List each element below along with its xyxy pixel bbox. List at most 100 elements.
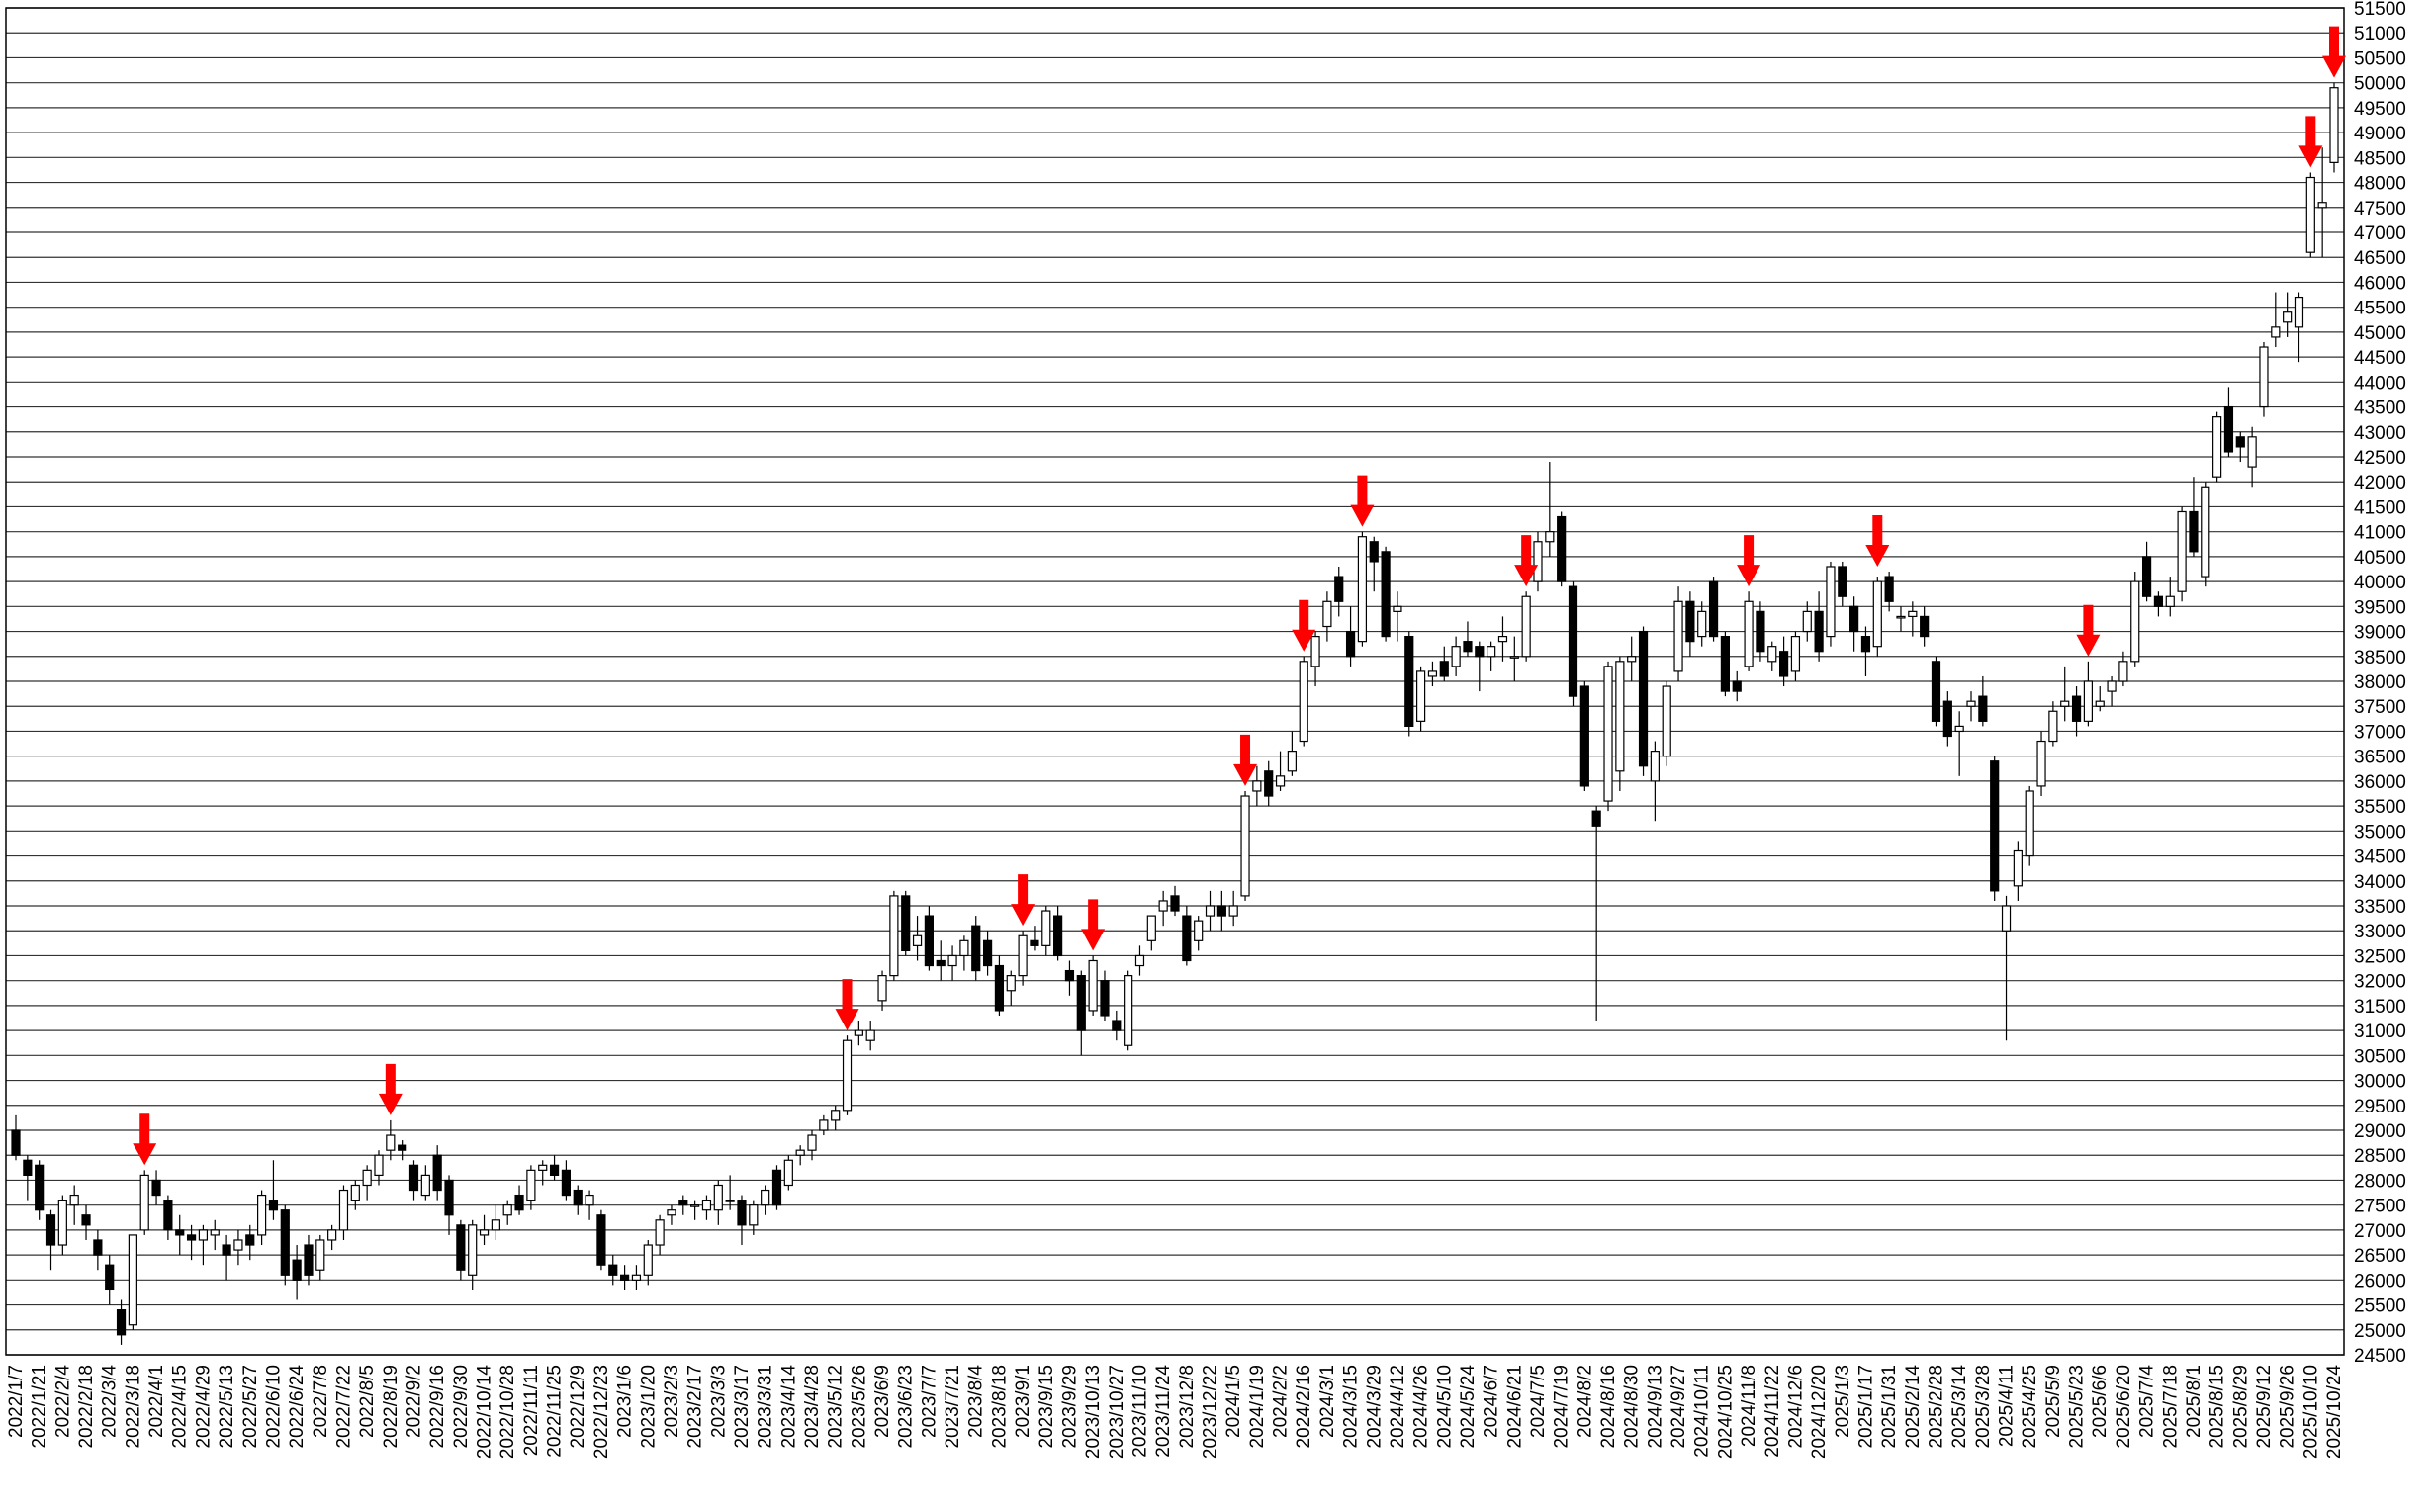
x-tick-label: 2024/11/22 bbox=[1762, 1365, 1783, 1458]
candle-body bbox=[1920, 615, 1930, 638]
x-tick-label: 2022/7/8 bbox=[311, 1365, 331, 1438]
y-tick-label: 37000 bbox=[2354, 722, 2406, 743]
candle-body bbox=[1381, 551, 1391, 638]
x-tick-label: 2024/12/20 bbox=[1809, 1365, 1830, 1459]
y-tick-label: 35000 bbox=[2354, 822, 2406, 843]
candle-body bbox=[655, 1219, 665, 1246]
x-tick-label: 2025/5/23 bbox=[2067, 1365, 2088, 1449]
x-tick-label: 2024/3/1 bbox=[1317, 1365, 1338, 1438]
x-tick-label: 2023/11/24 bbox=[1153, 1365, 1174, 1458]
y-tick-label: 33500 bbox=[2354, 897, 2406, 918]
candle-body bbox=[1275, 775, 1286, 787]
candle-body bbox=[561, 1169, 572, 1197]
candle-body bbox=[596, 1214, 606, 1266]
candle-body bbox=[1860, 635, 1871, 653]
x-tick-label: 2024/4/26 bbox=[1411, 1365, 1432, 1449]
candle-body bbox=[1322, 600, 1332, 628]
candle-body bbox=[444, 1179, 454, 1216]
candle-body bbox=[1240, 795, 1250, 897]
y-tick-label: 29000 bbox=[2354, 1121, 2406, 1142]
x-tick-label: 2022/9/16 bbox=[427, 1365, 448, 1449]
candle-body bbox=[1638, 630, 1649, 767]
candle-body bbox=[139, 1174, 149, 1231]
x-tick-label: 2024/10/11 bbox=[1692, 1365, 1713, 1458]
candle-body bbox=[2329, 87, 2339, 163]
signal-arrow bbox=[1081, 899, 1106, 951]
candle-body bbox=[549, 1164, 560, 1177]
candle-body bbox=[2153, 595, 2164, 607]
candle-body bbox=[1064, 969, 1075, 982]
candle-body bbox=[69, 1194, 79, 1206]
candle-body bbox=[468, 1224, 478, 1276]
x-tick-label: 2024/5/10 bbox=[1434, 1365, 1455, 1449]
x-tick-label: 2022/5/13 bbox=[217, 1365, 237, 1449]
candle-body bbox=[749, 1204, 759, 1226]
x-tick-label: 2025/3/28 bbox=[1973, 1365, 1994, 1449]
candle-body bbox=[713, 1184, 723, 1211]
y-tick-label: 37500 bbox=[2354, 697, 2406, 718]
x-tick-label: 2022/4/29 bbox=[193, 1365, 214, 1449]
candle-body bbox=[2201, 486, 2210, 578]
candle-body bbox=[175, 1229, 185, 1236]
candle-body bbox=[502, 1204, 512, 1216]
y-tick-label: 29500 bbox=[2354, 1097, 2406, 1117]
x-tick-label: 2024/7/5 bbox=[1528, 1365, 1549, 1438]
candle-body bbox=[1521, 595, 1531, 658]
x-tick-label: 2022/6/24 bbox=[287, 1365, 308, 1449]
candle-body bbox=[1673, 600, 1683, 672]
x-tick-label: 2025/9/26 bbox=[2278, 1365, 2298, 1449]
candle-body bbox=[1591, 810, 1601, 827]
y-tick-label: 38500 bbox=[2354, 648, 2406, 668]
y-tick-label: 32500 bbox=[2354, 946, 2406, 967]
x-tick-label: 2022/4/15 bbox=[170, 1365, 191, 1449]
x-tick-label: 2022/11/11 bbox=[521, 1365, 542, 1456]
candle-body bbox=[1884, 576, 1894, 602]
x-tick-label: 2023/11/10 bbox=[1129, 1365, 1150, 1458]
x-tick-label: 2022/9/30 bbox=[451, 1365, 472, 1449]
candle-body bbox=[889, 895, 899, 977]
x-tick-label: 2024/8/30 bbox=[1622, 1365, 1643, 1449]
candle-body bbox=[2141, 556, 2152, 597]
x-tick-label: 2024/6/7 bbox=[1482, 1365, 1502, 1438]
x-tick-label: 2025/3/14 bbox=[1949, 1365, 1970, 1449]
y-tick-label: 42000 bbox=[2354, 473, 2406, 493]
candle-body bbox=[1041, 910, 1051, 946]
candle-body bbox=[1345, 630, 1356, 658]
candle-body bbox=[1182, 915, 1192, 962]
x-tick-label: 2025/10/10 bbox=[2300, 1365, 2321, 1459]
candle-body bbox=[432, 1154, 442, 1192]
candle-body bbox=[198, 1229, 209, 1241]
y-tick-label: 47500 bbox=[2354, 199, 2406, 220]
candle-body bbox=[854, 1029, 863, 1036]
candle-body bbox=[2107, 680, 2117, 692]
x-tick-label: 2023/8/18 bbox=[989, 1365, 1010, 1449]
candle-body bbox=[1931, 661, 1941, 722]
x-tick-label: 2025/1/3 bbox=[1833, 1365, 1853, 1438]
signal-arrow bbox=[1233, 734, 1258, 786]
candle-body bbox=[538, 1164, 548, 1171]
candle-body bbox=[23, 1159, 33, 1177]
candle-body bbox=[1802, 610, 1812, 633]
candle-body bbox=[2013, 849, 2023, 887]
candle-body bbox=[233, 1239, 243, 1251]
candle-body bbox=[1838, 566, 1847, 597]
x-tick-label: 2022/9/2 bbox=[405, 1365, 425, 1438]
candle-body bbox=[982, 939, 993, 967]
x-tick-label: 2023/3/3 bbox=[708, 1365, 729, 1438]
candle-body bbox=[151, 1179, 161, 1197]
y-tick-label: 34000 bbox=[2354, 872, 2406, 893]
x-tick-label: 2022/8/5 bbox=[357, 1365, 378, 1438]
x-tick-label: 2022/1/21 bbox=[30, 1365, 50, 1449]
x-tick-label: 2024/5/24 bbox=[1458, 1365, 1479, 1449]
candle-body bbox=[959, 939, 969, 957]
candle-body bbox=[690, 1204, 700, 1207]
candle-body bbox=[901, 895, 911, 952]
x-tick-label: 2023/9/15 bbox=[1036, 1365, 1057, 1449]
candle-body bbox=[350, 1184, 360, 1201]
y-tick-label: 28000 bbox=[2354, 1171, 2406, 1192]
y-tick-label: 43000 bbox=[2354, 423, 2406, 444]
x-tick-label: 2025/4/25 bbox=[2020, 1365, 2040, 1449]
candle-body bbox=[725, 1200, 735, 1202]
x-tick-label: 2022/8/19 bbox=[381, 1365, 402, 1449]
